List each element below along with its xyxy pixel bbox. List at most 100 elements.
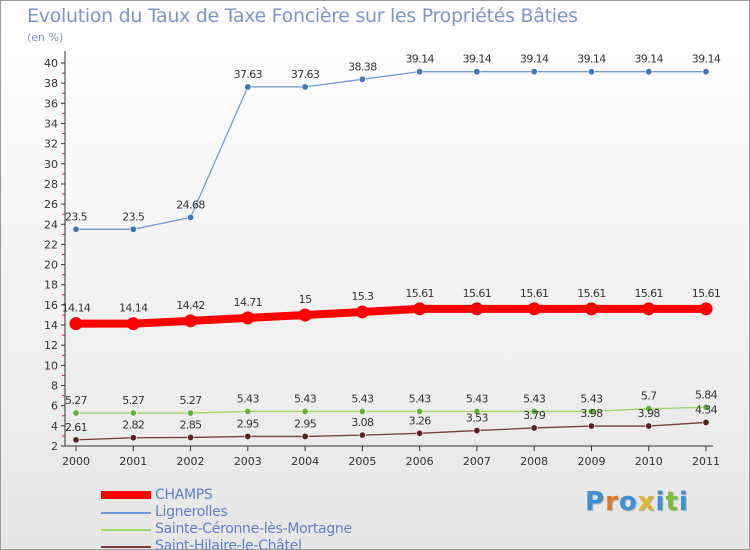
x-tick-label: 2009 (577, 455, 605, 468)
data-point (187, 213, 195, 221)
data-label: 2.95 (237, 417, 260, 430)
data-point (699, 302, 713, 316)
data-point (301, 432, 309, 440)
logo-letter: P (585, 487, 606, 517)
x-tick-label: 2000 (62, 455, 90, 468)
data-point (129, 225, 137, 233)
data-label: 14.42 (176, 299, 205, 312)
data-point (645, 422, 653, 430)
data-point (358, 407, 366, 415)
data-label: 5.27 (179, 394, 202, 407)
data-point (187, 409, 195, 417)
legend-label: Lignerolles (155, 504, 228, 520)
data-point (530, 424, 538, 432)
legend-label: CHAMPS (155, 487, 213, 503)
x-tick-label: 2011 (692, 455, 720, 468)
series-line-0 (76, 304, 706, 328)
data-point (416, 429, 424, 437)
data-label: 15.61 (463, 287, 492, 300)
data-point (530, 68, 538, 76)
data-point (473, 427, 481, 435)
data-label: 2.85 (179, 418, 202, 431)
data-point (69, 317, 83, 331)
logo-letter: x (637, 487, 656, 517)
data-point (355, 305, 369, 319)
data-label: 23.5 (65, 210, 88, 223)
data-label: 5.43 (523, 392, 546, 405)
y-tick-label: 18 (44, 279, 58, 292)
data-point (244, 83, 252, 91)
data-label: 2.95 (294, 417, 317, 430)
y-tick-label: 8 (51, 380, 58, 393)
data-label: 14.14 (62, 302, 91, 315)
data-point (702, 68, 710, 76)
y-axis-unit: (en %) (27, 31, 64, 44)
data-label: 2.82 (122, 419, 144, 432)
y-tick-label: 14 (44, 319, 58, 332)
data-label: 5.43 (466, 392, 489, 405)
logo-letter: r (605, 487, 619, 517)
data-label: 14.71 (234, 296, 263, 309)
y-tick-label: 28 (44, 178, 58, 191)
y-tick-label: 32 (44, 138, 58, 151)
data-label: 15.61 (577, 287, 606, 300)
x-tick-label: 2004 (291, 455, 319, 468)
logo-letter: t (665, 487, 679, 517)
data-point (72, 409, 80, 417)
legend-label: Saint-Hilaire-le-Châtel (155, 538, 302, 550)
data-point (358, 75, 366, 83)
series-line-1 (76, 71, 706, 230)
data-label: 14.14 (119, 302, 148, 315)
x-tick-label: 2008 (520, 455, 548, 468)
y-tick-label: 6 (51, 400, 58, 413)
data-label: 23.5 (122, 210, 145, 223)
x-tick-label: 2007 (463, 455, 491, 468)
data-point (587, 68, 595, 76)
data-point (298, 308, 312, 322)
data-point (187, 433, 195, 441)
data-label: 3.53 (466, 412, 489, 425)
data-label: 5.27 (122, 394, 145, 407)
logo-letter: o (618, 487, 638, 517)
logo-letter: i (678, 487, 689, 517)
data-point (530, 407, 538, 415)
data-label: 37.63 (291, 68, 320, 81)
data-point (527, 302, 541, 316)
data-label: 15 (299, 293, 312, 306)
x-tick-label: 2010 (635, 455, 663, 468)
data-label: 3.08 (351, 416, 374, 429)
y-tick-label: 10 (44, 359, 58, 372)
data-point (584, 302, 598, 316)
y-tick-label: 36 (44, 97, 58, 110)
data-label: 5.43 (580, 392, 603, 405)
x-tick-label: 2003 (234, 455, 262, 468)
y-tick-label: 26 (44, 198, 58, 211)
data-point (416, 407, 424, 415)
y-tick-label: 22 (44, 238, 58, 251)
legend-swatch (101, 529, 151, 531)
proxiti-logo: Proxiti (585, 487, 689, 517)
data-point (358, 431, 366, 439)
data-label: 39.14 (692, 53, 721, 66)
legend-label: Sainte-Céronne-lès-Mortagne (155, 521, 352, 537)
data-label: 15.61 (692, 287, 721, 300)
data-point (129, 409, 137, 417)
data-label: 15.3 (351, 290, 374, 303)
data-point (413, 302, 427, 316)
data-point (244, 432, 252, 440)
data-label: 3.98 (580, 407, 603, 420)
logo-letter: i (655, 487, 666, 517)
legend-swatch (101, 491, 151, 499)
data-label: 37.63 (234, 68, 263, 81)
legend-swatch (101, 546, 151, 548)
series-line-2 (76, 406, 707, 414)
data-point (129, 434, 137, 442)
data-label: 5.7 (641, 390, 657, 403)
axes: 2468101214161820222426283032343638402000… (44, 51, 720, 468)
data-label: 15.61 (634, 287, 663, 300)
y-tick-label: 38 (44, 77, 58, 90)
data-label: 39.14 (634, 53, 663, 66)
data-label: 5.84 (695, 388, 718, 401)
x-tick-label: 2006 (406, 455, 434, 468)
data-point (244, 407, 252, 415)
